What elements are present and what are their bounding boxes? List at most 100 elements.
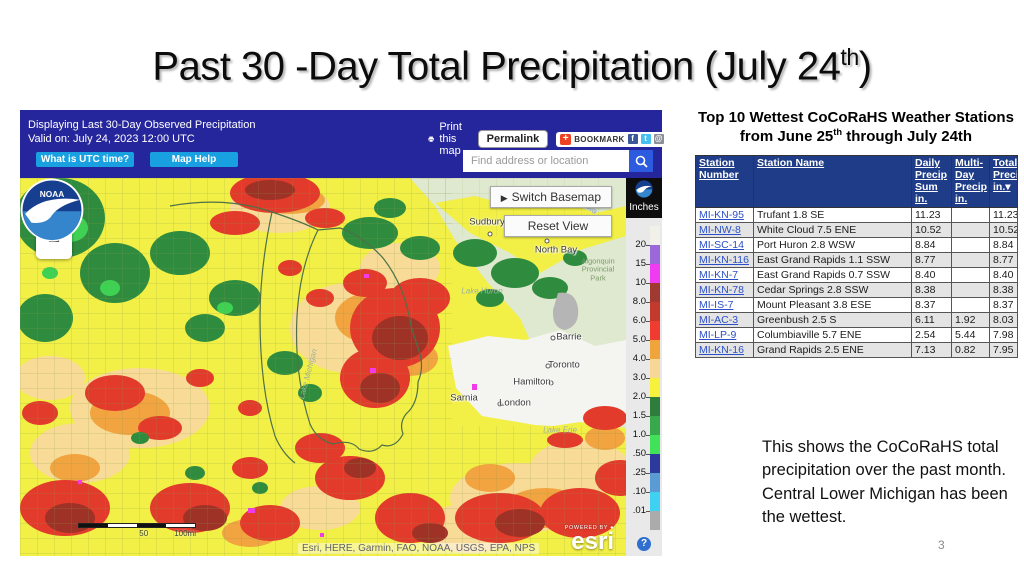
map-viewport[interactable]: Sudbury North Bay Barrie Toronto Hamilton Lon…: [20, 178, 626, 556]
station-link[interactable]: MI-KN-7: [699, 269, 739, 282]
legend-value: .50: [632, 448, 646, 459]
bookmark-button[interactable]: + BOOKMARK f t @: [556, 131, 668, 147]
legend-color-segment: [650, 359, 660, 378]
legend-header: Inches: [626, 178, 662, 218]
legend-tick: [646, 492, 650, 493]
print-map-button[interactable]: Print this map: [428, 121, 470, 157]
column-header[interactable]: Station Name: [753, 155, 912, 209]
legend-color-segment: [650, 378, 660, 397]
email-icon[interactable]: @: [653, 134, 664, 144]
legend-color-segment: [650, 340, 660, 359]
table-cell-total: 11.23: [989, 207, 1018, 224]
map-status-line: Displaying Last 30-Day Observed Precipit…: [28, 119, 256, 131]
legend-color-segment: [650, 473, 660, 492]
legend-value: 20: [635, 239, 646, 250]
page-title: Past 30 -Day Total Precipitation (July 2…: [152, 44, 872, 89]
station-link[interactable]: MI-KN-95: [699, 209, 744, 222]
map-valid-time: Valid on: July 24, 2023 12:00 UTC: [28, 133, 195, 145]
table-cell-daily: 11.23: [911, 207, 952, 224]
legend-value: 2.0: [632, 391, 646, 402]
noaa-logo: NOAA: [20, 178, 84, 242]
legend-color-segment: [650, 454, 660, 473]
table-cell-name: Trufant 1.8 SE: [753, 207, 912, 224]
legend-value: 1.5: [632, 410, 646, 421]
station-link[interactable]: MI-KN-16: [699, 344, 744, 357]
table-cell-daily: 6.11: [911, 312, 952, 329]
table-cell-name: East Grand Rapids 1.1 SSW: [753, 252, 912, 269]
table-cell-daily: 8.40: [911, 267, 952, 284]
table-cell-multi: [951, 252, 990, 269]
switch-basemap-button[interactable]: ▶ Switch Basemap: [489, 186, 612, 208]
table-cell-name: Cedar Springs 2.8 SSW: [753, 282, 912, 299]
table-cell-name: Greenbush 2.5 S: [753, 312, 912, 329]
station-link[interactable]: MI-SC-14: [699, 239, 744, 252]
legend-value: .10: [632, 486, 646, 497]
table-cell-daily: 8.77: [911, 252, 952, 269]
legend-value: 1.0: [632, 429, 646, 440]
station-link[interactable]: MI-KN-78: [699, 284, 744, 297]
column-header[interactable]: Multi-Day Precip in.: [951, 155, 990, 209]
utc-time-button[interactable]: What is UTC time?: [36, 152, 134, 167]
column-header[interactable]: Daily Precip Sum in.: [911, 155, 952, 209]
table-cell-multi: [951, 237, 990, 254]
precip-legend: Inches ? 20 15 10 8.0 6.0 5.0 4.0 3.0 2.0 1.5 1.0.…: [626, 178, 662, 556]
station-link[interactable]: MI-IS-7: [699, 299, 734, 312]
map-attribution: Esri, HERE, Garmin, FAO, NOAA, USGS, EPA…: [298, 543, 540, 554]
table-cell-name: Mount Pleasant 3.8 ESE: [753, 297, 912, 314]
legend-title: Inches: [629, 202, 659, 213]
legend-value: 4.0: [632, 353, 646, 364]
permalink-button[interactable]: Permalink: [477, 130, 549, 148]
stations-panel: Top 10 Wettest CoCoRaHS Weather Stations…: [695, 108, 1018, 359]
table-cell-multi: 0.82: [951, 342, 990, 359]
search-button[interactable]: [629, 150, 653, 172]
table-cell-name: White Cloud 7.5 ENE: [753, 222, 912, 239]
station-link[interactable]: MI-AC-3: [699, 314, 739, 327]
column-header[interactable]: Total Precip in.▾: [989, 155, 1018, 209]
legend-tick: [646, 340, 650, 341]
table-title: Top 10 Wettest CoCoRaHS Weather Stations…: [698, 109, 1014, 146]
table-cell-total: 8.38: [989, 282, 1018, 299]
scale-bar: 50 100mi: [78, 523, 196, 538]
table-cell-total: 10.52: [989, 222, 1018, 239]
table-cell-multi: [951, 207, 990, 224]
legend-value: 8.0: [632, 296, 646, 307]
page-number: 3: [938, 538, 945, 552]
table-cell-multi: 5.44: [951, 327, 990, 344]
table-cell-total: 8.40: [989, 267, 1018, 284]
reset-view-button[interactable]: Reset View: [504, 215, 612, 237]
legend-color-segment: [650, 511, 660, 530]
table-cell-daily: 8.38: [911, 282, 952, 299]
column-header[interactable]: Station Number: [695, 155, 754, 209]
map-header-bar: Displaying Last 30-Day Observed Precipit…: [20, 110, 668, 178]
legend-tick: [646, 378, 650, 379]
table-row: MI-KN-7 East Grand Rapids 0.7 SSW 8.40 8.40: [695, 267, 1018, 284]
station-link[interactable]: MI-LP-9: [699, 329, 737, 342]
search-input[interactable]: [463, 150, 629, 172]
table-row: MI-AC-3 Greenbush 2.5 S 6.11 1.92 8.03: [695, 312, 1018, 329]
table-row: MI-NW-8 White Cloud 7.5 ENE 10.52 10.52: [695, 222, 1018, 239]
table-cell-daily: 8.37: [911, 297, 952, 314]
esri-logo[interactable]: POWERED BY ● esri: [564, 525, 614, 556]
table-cell-multi: [951, 222, 990, 239]
svg-text:NOAA: NOAA: [40, 189, 64, 199]
legend-body: ? 20 15 10 8.0 6.0 5.0 4.0 3.0 2.0 1.5 1.0 .50 .25 .1…: [626, 218, 662, 556]
station-link[interactable]: MI-NW-8: [699, 224, 741, 237]
twitter-icon[interactable]: t: [640, 134, 651, 144]
station-link[interactable]: MI-KN-116: [699, 254, 749, 267]
facebook-icon[interactable]: f: [627, 134, 638, 144]
table-cell-multi: [951, 297, 990, 314]
map-help-button[interactable]: Map Help: [150, 152, 238, 167]
legend-color-segment: [650, 245, 660, 264]
legend-value: 3.0: [632, 372, 646, 383]
legend-help-button[interactable]: ?: [637, 537, 651, 551]
table-cell-total: 7.98: [989, 327, 1018, 344]
triangle-icon: ▶: [500, 193, 508, 203]
table-row: MI-LP-9 Columbiaville 5.7 ENE 2.54 5.44 7.98: [695, 327, 1018, 344]
legend-tick: [646, 245, 650, 246]
legend-value: 10: [635, 277, 646, 288]
precip-map-app: Displaying Last 30-Day Observed Precipit…: [20, 110, 668, 556]
table-cell-multi: [951, 267, 990, 284]
legend-tick: [646, 435, 650, 436]
addthis-icon: +: [560, 133, 572, 145]
table-row: MI-KN-78 Cedar Springs 2.8 SSW 8.38 8.38: [695, 282, 1018, 299]
